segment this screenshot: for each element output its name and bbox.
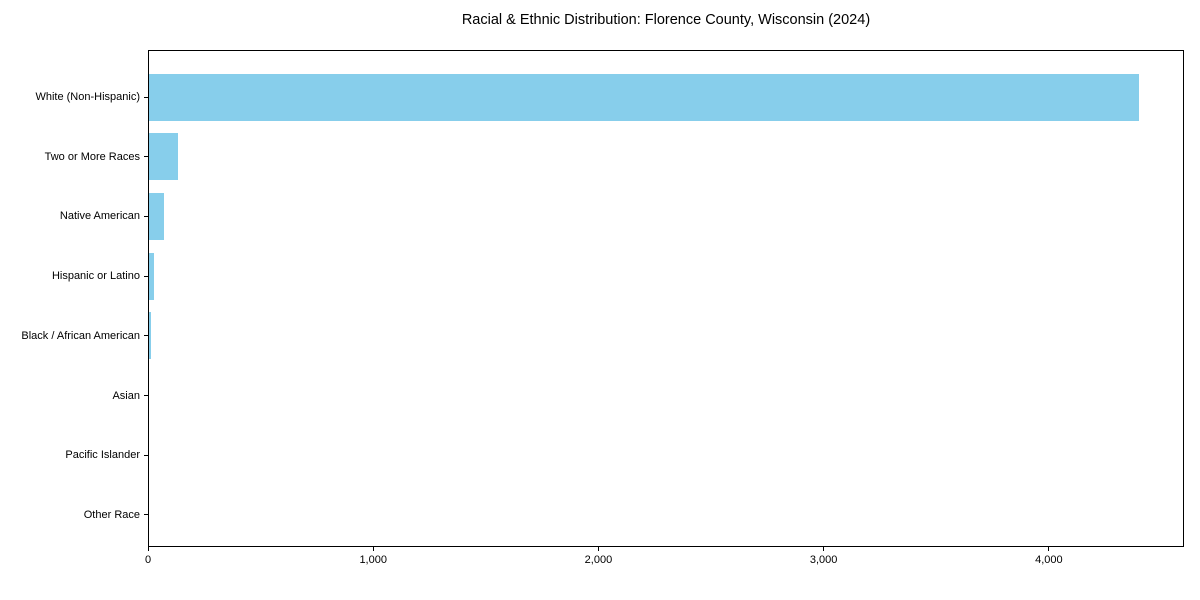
- plot-area: [148, 50, 1184, 547]
- bar: [149, 312, 151, 360]
- y-tick-mark: [144, 96, 148, 98]
- bar: [149, 192, 165, 240]
- y-axis-label: Hispanic or Latino: [51, 270, 140, 283]
- x-tick-mark: [823, 547, 825, 551]
- y-tick-mark: [144, 454, 148, 456]
- x-tick-label: 4,000: [1035, 554, 1063, 566]
- chart-title: Racial & Ethnic Distribution: Florence C…: [461, 12, 871, 28]
- y-tick-mark: [144, 215, 148, 217]
- y-axis-label: White (Non-Hispanic): [35, 91, 140, 103]
- x-tick-label: 1,000: [359, 554, 387, 566]
- bar: [149, 252, 154, 300]
- y-axis-label: Asian: [112, 389, 140, 402]
- y-tick-mark: [144, 395, 148, 396]
- x-tick-label: 3,000: [809, 554, 838, 566]
- y-tick-mark: [144, 335, 148, 337]
- x-tick-mark: [147, 547, 149, 551]
- y-axis-label: Other Race: [83, 508, 140, 521]
- bar: [149, 73, 1139, 121]
- y-tick-mark: [144, 514, 148, 516]
- y-tick-mark: [144, 275, 148, 277]
- x-tick-label: 2,000: [584, 554, 613, 566]
- x-tick-mark: [372, 547, 374, 551]
- x-tick-mark: [597, 547, 599, 551]
- bar: [149, 133, 179, 181]
- y-axis-label: Black / African American: [21, 329, 140, 342]
- y-axis-label: Two or More Races: [44, 150, 140, 163]
- y-tick-mark: [144, 156, 148, 158]
- y-axis-label: Pacific Islander: [65, 449, 140, 462]
- x-tick-label: 0: [144, 554, 152, 566]
- x-tick-mark: [1048, 547, 1050, 551]
- y-axis-label: Native American: [59, 210, 140, 223]
